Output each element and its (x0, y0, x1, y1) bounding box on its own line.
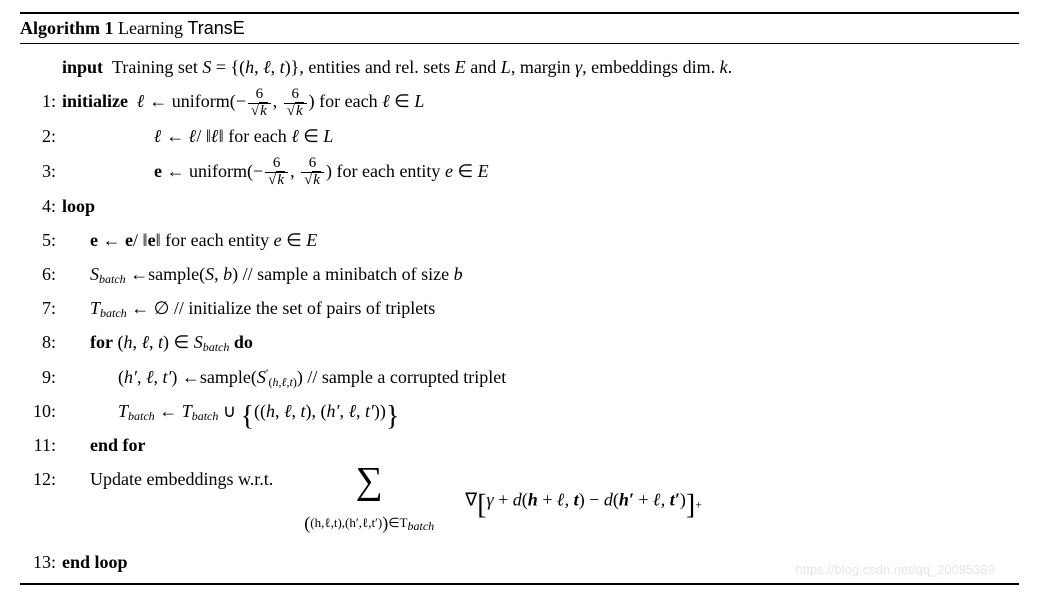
algorithm-title: Algorithm 1 Learning TransE (20, 14, 1019, 44)
title-name: TransE (187, 18, 244, 38)
algorithm-body: input Training set S = {(h, ℓ, t)}, enti… (20, 44, 1019, 583)
line-9: 9: (h′, ℓ, t′) ←sample(S′(h,ℓ,t)) // sam… (20, 360, 1019, 394)
input-line: input Training set S = {(h, ℓ, t)}, enti… (20, 50, 1019, 84)
line-2: 2: ℓ ← ℓ/ ‖ℓ‖ for each ℓ ∈ L (20, 119, 1019, 153)
line-8: 8: for (h, ℓ, t) ∈ Sbatch do (20, 325, 1019, 359)
title-rest: Learning (118, 18, 187, 38)
line-13: 13: end loop (20, 541, 1019, 579)
line-4: 4: loop (20, 189, 1019, 223)
line-7: 7: Tbatch ← ∅ // initialize the set of p… (20, 291, 1019, 325)
line-1: 1: initialize ℓ ← uniform(−6√k, 6√k) for… (20, 84, 1019, 119)
line-3: 3: e ← uniform(−6√k, 6√k) for each entit… (20, 154, 1019, 189)
algorithm-box: Algorithm 1 Learning TransE input Traini… (20, 12, 1019, 585)
line-5: 5: e ← e/ ‖e‖ for each entity e ∈ E (20, 223, 1019, 257)
line-6: 6: Sbatch ←sample(S, b) // sample a mini… (20, 257, 1019, 291)
summation: ∑ ((h,ℓ,t),(h′,ℓ,t′))∈Tbatch (304, 462, 434, 540)
line-10: 10: Tbatch ← Tbatch ∪ {((h, ℓ, t), (h′, … (20, 394, 1019, 428)
line-12: 12: Update embeddings w.r.t. ∑ ((h,ℓ,t),… (20, 462, 1019, 540)
title-prefix: Algorithm 1 (20, 18, 118, 38)
line-11: 11: end for (20, 428, 1019, 462)
